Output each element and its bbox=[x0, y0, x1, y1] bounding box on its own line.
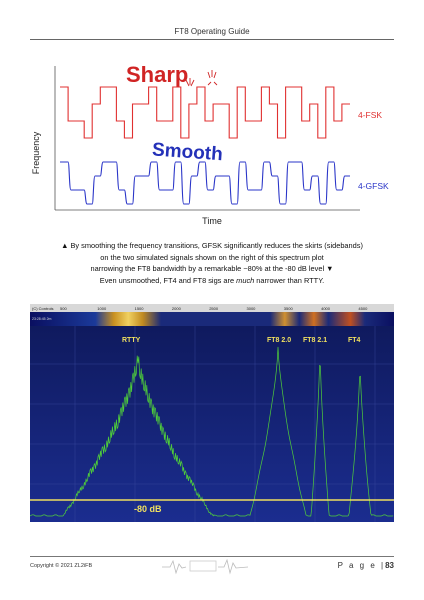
figure-caption: ▲ By smoothing the frequency transitions… bbox=[40, 240, 384, 286]
signal-label-ft8-20: FT8 2.0 bbox=[267, 337, 291, 344]
freq-tick-label: 3000 bbox=[247, 306, 257, 311]
series-label-gfsk: 4-GFSK bbox=[358, 181, 389, 191]
spectrum-trace bbox=[30, 346, 394, 517]
label-sharp: Sharp bbox=[126, 62, 188, 87]
freq-tick-label: 1000 bbox=[97, 306, 107, 311]
gfsk-waveform bbox=[59, 161, 350, 205]
caption-line-2: on the two simulated signals shown on th… bbox=[100, 252, 324, 262]
page-number: 83 bbox=[385, 561, 394, 570]
axis-label-time: Time bbox=[202, 216, 222, 226]
freq-tick-label: 3500 bbox=[284, 306, 294, 311]
freq-tick-label: 4000 bbox=[321, 306, 331, 311]
freq-tick-label: 500 bbox=[60, 306, 67, 311]
spectrum-plot: (C) Controls 500 1000 1500 2000 2500 3000 3500… bbox=[30, 304, 394, 522]
signal-label-ft8-21: FT8 2.1 bbox=[303, 337, 327, 344]
freq-tick-label: 4500 bbox=[358, 306, 368, 311]
caption-line-3: narrowing the FT8 bandwidth by a remarka… bbox=[90, 264, 334, 273]
series-label-fsk: 4-FSK bbox=[358, 110, 382, 120]
ref-level-label: -80 dB bbox=[134, 504, 162, 514]
label-smooth: Smooth bbox=[151, 139, 223, 165]
spark-icon bbox=[185, 70, 218, 87]
waterfall-time: 23:28:45 2m bbox=[32, 317, 52, 321]
header-divider bbox=[30, 39, 394, 40]
freq-tick-label: 2500 bbox=[209, 306, 219, 311]
freq-tick-label: 2000 bbox=[172, 306, 182, 311]
spectrum-grid bbox=[30, 326, 394, 522]
toolbar-label: (C) Controls bbox=[32, 306, 54, 311]
frequency-scale: 50010001500200025003000350040004500500 bbox=[60, 306, 368, 311]
caption-line-1: ▲ By smoothing the frequency transitions… bbox=[61, 241, 363, 250]
spectrum-background bbox=[30, 326, 394, 522]
footer-page: P a g e |83 bbox=[337, 561, 394, 570]
page-header-title: FT8 Operating Guide bbox=[174, 27, 250, 36]
signal-label-ft4: FT4 bbox=[348, 337, 361, 344]
caption-line-4: Even unsmoothed, FT4 and FT8 sigs are mu… bbox=[99, 275, 325, 285]
footer-divider bbox=[30, 556, 394, 557]
footer-logo-icon bbox=[162, 558, 249, 575]
waterfall-strip bbox=[30, 312, 394, 326]
freq-tick-label: 1500 bbox=[135, 306, 145, 311]
signal-label-rtty: RTTY bbox=[122, 337, 141, 344]
axis-label-frequency: Frequency bbox=[31, 131, 41, 174]
footer-copyright: Copyright © 2021 ZL2iFB bbox=[30, 563, 93, 569]
fsk-gfsk-figure: Frequency Time Sharp 4-FSK Smooth 4-GFSK bbox=[31, 62, 389, 226]
spectrum-toolbar bbox=[30, 304, 394, 312]
fsk-waveform bbox=[60, 86, 350, 139]
